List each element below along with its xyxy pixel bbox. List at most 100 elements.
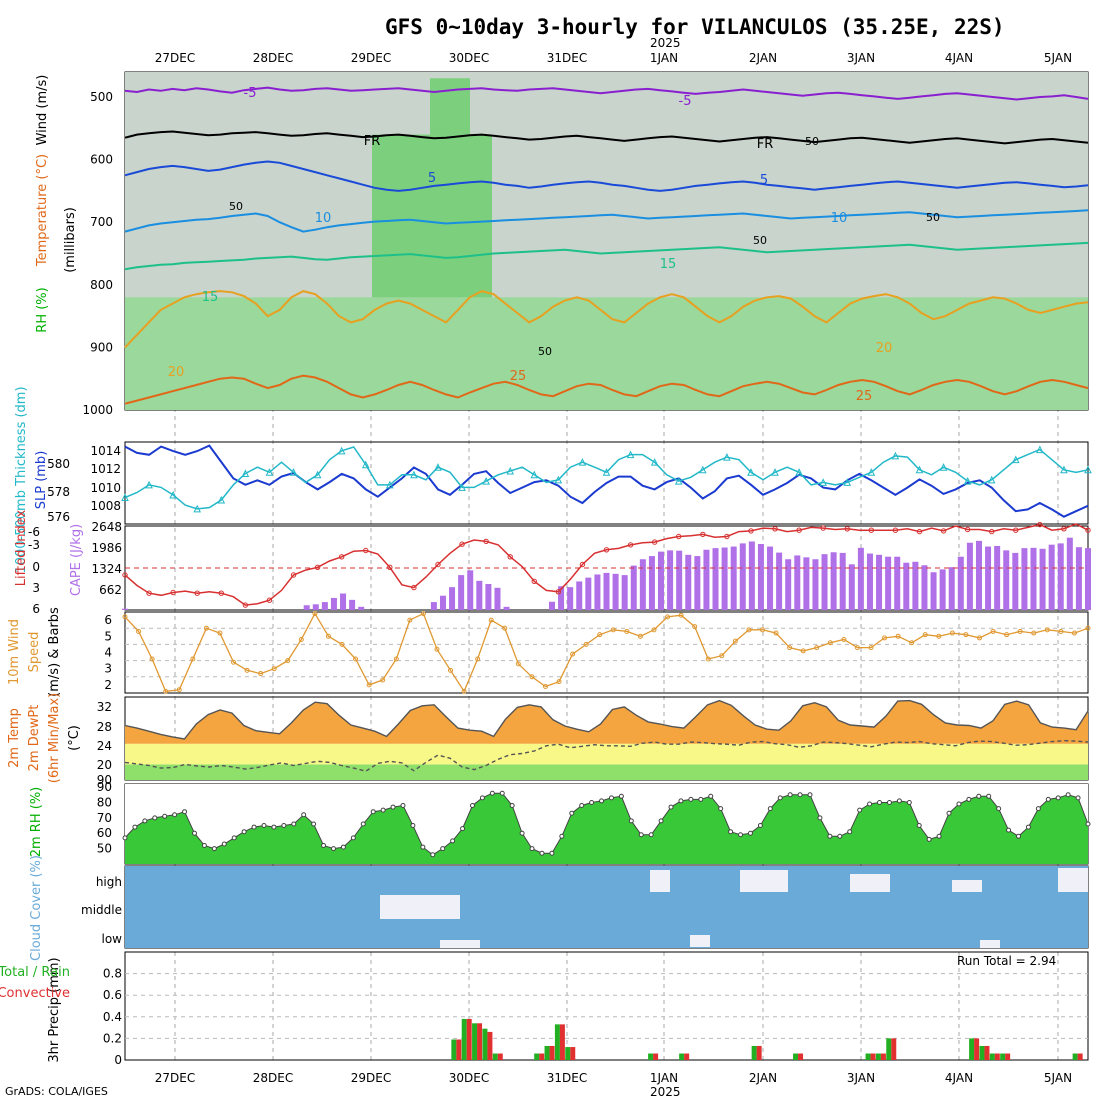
wind-speed-marker — [353, 656, 359, 662]
wind-tick: 3 — [104, 662, 112, 676]
cape-bar — [1012, 552, 1019, 610]
bottom-date-tick: 2JAN — [749, 1071, 777, 1085]
thickness-marker — [265, 468, 274, 476]
rh-marker — [1045, 796, 1051, 802]
wind-speed-marker — [556, 679, 562, 685]
rh-marker — [1065, 792, 1071, 798]
rh-marker — [738, 832, 744, 838]
bottom-date-tick: 31DEC — [547, 1071, 587, 1085]
rh-marker — [877, 799, 883, 805]
cloud-block — [380, 895, 460, 919]
cloud-block — [440, 940, 480, 948]
cape-bar — [776, 552, 783, 610]
slp-tick: 1008 — [90, 499, 121, 513]
rh-marker — [400, 803, 406, 809]
wind-ylabel: 10m Wind — [7, 619, 22, 685]
wind-speed-marker — [705, 656, 711, 662]
thickness-marker — [1060, 465, 1068, 474]
lifted-index-marker — [290, 572, 297, 578]
slp-tick: 1010 — [90, 481, 121, 495]
top-date-tick: 3JAN — [847, 51, 875, 65]
isotherm-20 — [124, 290, 1089, 349]
cape-bar — [303, 605, 310, 610]
wind-speed-marker — [407, 617, 413, 623]
cape-bar — [1039, 548, 1046, 610]
bottom-date-tick: 3JAN — [847, 1071, 875, 1085]
temp-tick: 20 — [97, 758, 112, 772]
bottom-date-tick: 29DEC — [351, 1071, 391, 1085]
rh-marker — [360, 821, 366, 827]
temp-ylabel: (6hr Min/Max) — [47, 693, 62, 783]
cape-bar — [703, 549, 710, 610]
wind-speed-marker — [475, 656, 481, 662]
isotherm-label: 5 — [760, 173, 768, 188]
precip-tick: 0.8 — [103, 967, 122, 981]
li-tick: -3 — [28, 538, 40, 552]
rh-marker — [757, 823, 763, 829]
precip-convective-bar — [487, 1031, 493, 1060]
precip-total-bar — [554, 1024, 560, 1060]
precip-ylabel: 3hr Precip (mm) — [47, 957, 62, 1062]
rh-marker — [321, 843, 327, 849]
rh-marker — [916, 823, 922, 829]
precip-convective-bar — [549, 1045, 555, 1060]
wind-speed-marker — [787, 645, 793, 651]
precip-total-bar — [534, 1053, 540, 1060]
rh-contour-label: 50 — [229, 200, 243, 213]
pressure-tick: 700 — [90, 215, 113, 229]
run-total-annotation: Run Total = 2.94 — [957, 954, 1056, 968]
moist-layer-top — [430, 78, 470, 135]
rh-marker — [450, 838, 456, 844]
top-date-tick: 5JAN — [1044, 51, 1072, 65]
li-tick: 0 — [32, 560, 40, 574]
wind-speed-marker — [732, 638, 738, 644]
rh-tick: 80 — [97, 795, 112, 809]
pressure-tick: 600 — [90, 153, 113, 167]
precip-total-bar — [648, 1053, 654, 1060]
top-date-tick: 2JAN — [749, 51, 777, 65]
wind-tick: 6 — [104, 613, 112, 627]
thickness-tick: 578 — [47, 485, 70, 499]
wind-speed-marker — [976, 635, 982, 641]
lifted-index-marker — [772, 526, 778, 532]
rh-marker — [201, 843, 207, 849]
thickness-marker — [626, 450, 635, 459]
lifted-index-marker — [459, 541, 465, 547]
wind-speed-marker — [325, 633, 331, 639]
wind-speed-marker — [1044, 627, 1050, 633]
isotherm-label: 5 — [428, 171, 436, 186]
wind-tick: 4 — [104, 646, 112, 660]
cape-bar — [1003, 550, 1010, 610]
top-date-axis: 27DEC 28DEC 29DEC 30DEC 31DEC 1JAN 2JAN 3JAN 4JA… — [155, 51, 1072, 65]
wind-speed-marker — [895, 633, 901, 639]
cape-bar — [548, 601, 555, 610]
isotherm-label: 10 — [315, 211, 332, 226]
precip-total-bar — [544, 1045, 550, 1060]
wind-speed-marker — [773, 630, 779, 636]
rh-marker — [668, 804, 674, 810]
cape-bar — [839, 552, 846, 610]
thickness-marker — [193, 504, 202, 513]
rh-marker — [519, 830, 525, 836]
rh-marker — [172, 812, 178, 818]
thickness-marker — [241, 469, 250, 478]
thickness-marker — [723, 453, 731, 461]
wind-speed-marker — [651, 627, 657, 633]
lifted-index-marker — [194, 590, 200, 596]
rh-marker — [797, 792, 803, 798]
lifted-index-marker — [411, 584, 417, 591]
cape-bar — [1066, 537, 1073, 610]
cape-bar — [658, 551, 665, 610]
rh-marker — [549, 850, 555, 856]
rh-tick: 60 — [97, 826, 112, 840]
isotherm--5 — [124, 86, 1089, 101]
precip-total-bar — [482, 1028, 488, 1060]
rh-marker — [857, 807, 863, 813]
wind-speed-marker — [814, 645, 820, 651]
rh-marker — [1016, 833, 1022, 839]
wind-speed-marker — [529, 674, 535, 680]
rh-marker — [281, 823, 287, 829]
wind-speed-marker — [882, 635, 888, 641]
lifted-index-marker — [387, 564, 393, 570]
